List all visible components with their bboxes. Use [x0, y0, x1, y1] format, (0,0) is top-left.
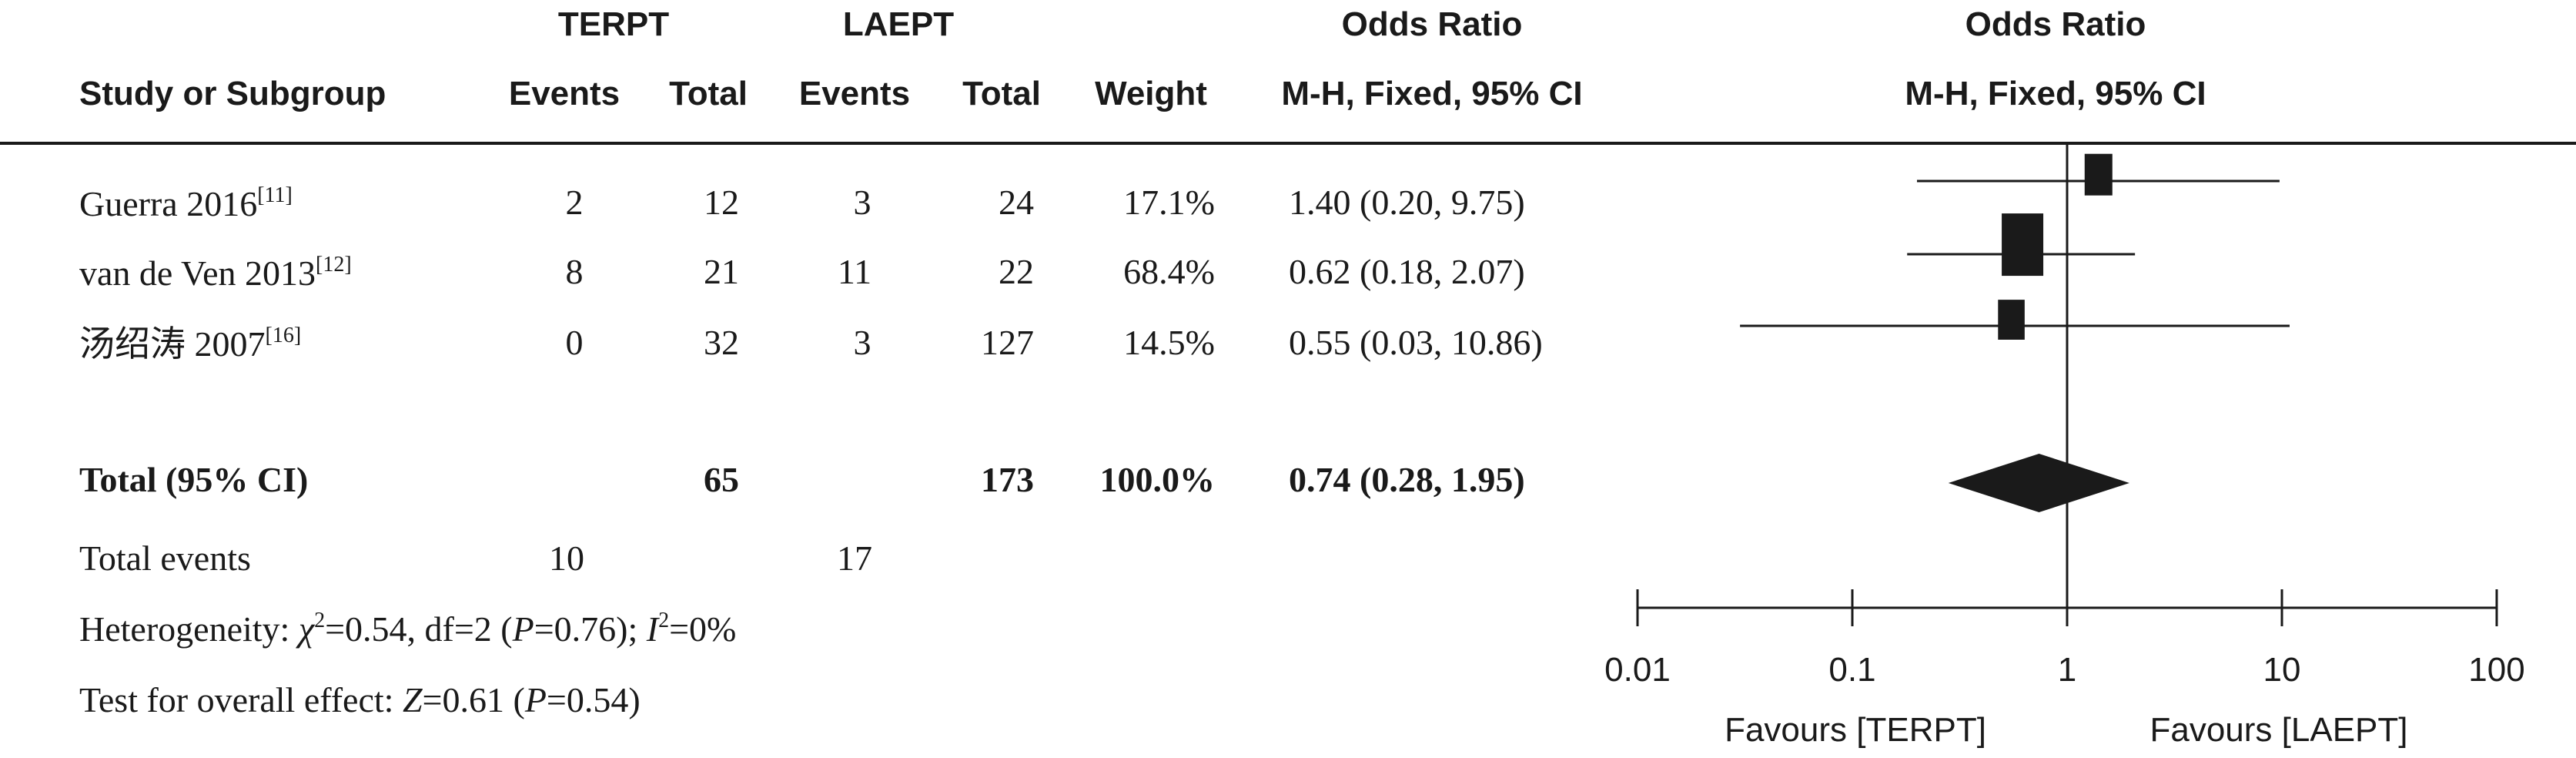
- total1-value: 65: [704, 460, 739, 499]
- weight-value: 17.1%: [1123, 183, 1215, 222]
- method-header-right: M-H, Fixed, 95% CI: [1905, 75, 2206, 112]
- total-events1: 10: [549, 538, 584, 578]
- weight-value: 68.4%: [1123, 252, 1215, 291]
- total2-value: 24: [999, 183, 1034, 222]
- tick-label: 0.01: [1604, 651, 1671, 689]
- study-column-header: Study or Subgroup: [79, 75, 386, 112]
- events1-header: Events: [508, 75, 621, 112]
- heterogeneity-text: Heterogeneity: χ2=0.54, df=2 (P=0.76); I…: [79, 609, 737, 649]
- events2-value: 3: [853, 323, 871, 362]
- study-name: 汤绍涛 2007[16]: [79, 324, 302, 364]
- favours-left-label: Favours [TERPT]: [1725, 711, 1986, 749]
- total1-value: 21: [704, 252, 739, 291]
- ci-value: 1.40 (0.20, 9.75): [1289, 183, 1525, 222]
- method-header-left: M-H, Fixed, 95% CI: [1281, 75, 1583, 112]
- events1-value: 0: [565, 323, 584, 362]
- total2-value: 22: [999, 252, 1034, 291]
- tick-label: 1: [2058, 651, 2076, 689]
- total-label: Total (95% CI): [79, 460, 309, 499]
- study-marker: [1998, 300, 2025, 340]
- study-marker: [2002, 213, 2044, 277]
- tick-label: 0.1: [1828, 651, 1875, 689]
- events2-value: 3: [853, 183, 871, 222]
- group1-header: TERPT: [557, 5, 670, 43]
- total1-header: Total: [669, 75, 748, 112]
- ci-value: 0.62 (0.18, 2.07): [1289, 252, 1525, 291]
- total1-value: 32: [704, 323, 739, 362]
- total-ci: 0.74 (0.28, 1.95): [1289, 460, 1525, 499]
- weight-value: 14.5%: [1123, 323, 1215, 362]
- study-name: Guerra 2016[11]: [79, 183, 293, 223]
- odds-ratio-header-left: Odds Ratio: [1341, 5, 1523, 43]
- study-marker: [2084, 153, 2113, 196]
- weight-header: Weight: [1095, 75, 1207, 112]
- events2-value: 11: [837, 252, 872, 291]
- overall-effect-text: Test for overall effect: Z=0.61 (P=0.54): [79, 680, 641, 719]
- total-events2: 17: [837, 538, 872, 578]
- favours-right-label: Favours [LAEPT]: [2149, 711, 2407, 749]
- events1-value: 2: [565, 183, 584, 222]
- events1-value: 8: [565, 252, 584, 291]
- group2-header: LAEPT: [842, 5, 955, 43]
- events2-header: Events: [798, 75, 911, 112]
- pooled-diamond: [1948, 454, 2129, 512]
- total2-value: 173: [981, 460, 1034, 499]
- header-divider: [0, 142, 2576, 145]
- total-weight: 100.0%: [1099, 460, 1216, 499]
- total-events-label: Total events: [79, 538, 251, 578]
- total1-value: 12: [704, 183, 739, 222]
- total2-header: Total: [962, 75, 1041, 112]
- total2-value: 127: [981, 323, 1034, 362]
- tick-label: 100: [2468, 651, 2524, 689]
- odds-ratio-header-right: Odds Ratio: [1965, 5, 2146, 43]
- study-name: van de Ven 2013[12]: [79, 253, 352, 293]
- tick-label: 10: [2263, 651, 2301, 689]
- ci-value: 0.55 (0.03, 10.86): [1289, 323, 1543, 362]
